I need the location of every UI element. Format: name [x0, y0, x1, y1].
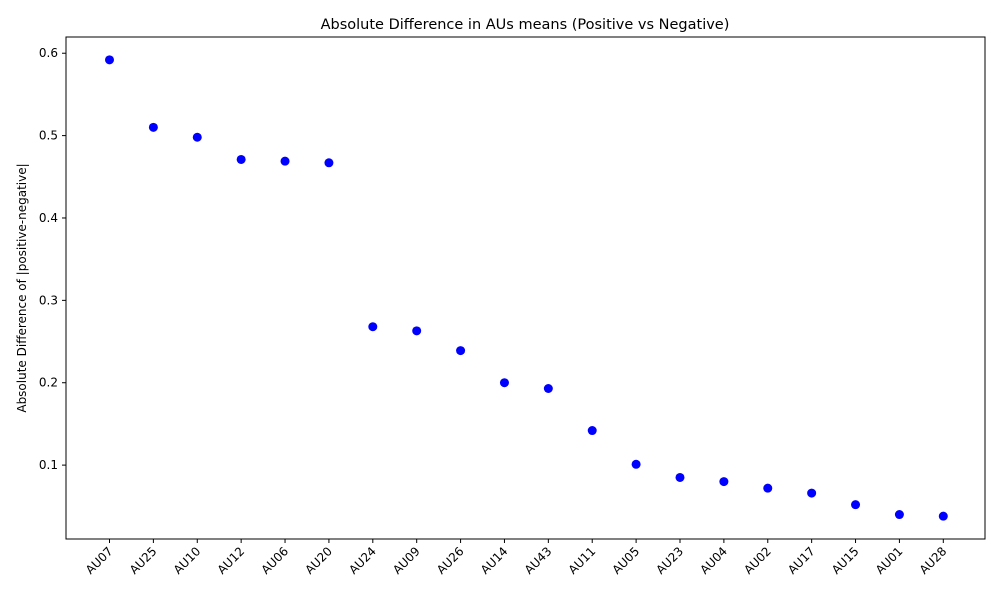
y-tick-label: 0.3 — [39, 293, 58, 307]
data-points — [105, 55, 948, 521]
data-point — [543, 383, 553, 393]
x-tick-label: AU28 — [917, 544, 950, 577]
x-tick-label: AU12 — [215, 544, 248, 577]
data-point — [587, 426, 597, 436]
x-tick-label: AU04 — [697, 544, 730, 577]
y-tick-label: 0.6 — [39, 46, 58, 60]
data-point — [236, 154, 246, 164]
data-point — [368, 322, 378, 332]
data-point — [105, 55, 114, 65]
data-point — [807, 488, 817, 498]
x-tick-label: AU24 — [346, 544, 379, 577]
data-point — [412, 326, 422, 336]
y-axis-label: Absolute Difference of |positive-negativ… — [15, 163, 29, 412]
x-tick-label: AU09 — [390, 544, 423, 577]
plot-area — [65, 36, 986, 540]
y-tick-label: 0.4 — [39, 211, 58, 225]
data-point — [851, 500, 861, 510]
y-tick-label: 0.2 — [39, 376, 58, 390]
x-axis: AU07 AU25 AU10 AU12 AU06 AU20 AU24 AU09 AU26 AU14… — [83, 539, 950, 577]
data-point — [938, 511, 948, 521]
x-tick-label: AU15 — [829, 544, 862, 577]
x-tick-label: AU20 — [302, 544, 335, 577]
x-tick-label: AU23 — [653, 544, 686, 577]
data-point — [280, 156, 290, 166]
x-tick-label: AU25 — [127, 544, 160, 577]
data-point — [192, 132, 202, 142]
data-point — [148, 122, 158, 132]
x-tick-label: AU43 — [522, 544, 555, 577]
x-tick-label: AU07 — [83, 544, 116, 577]
data-point — [675, 472, 685, 482]
x-tick-label: AU11 — [566, 544, 599, 577]
plot-frame — [65, 36, 986, 540]
x-tick-label: AU10 — [171, 544, 204, 577]
data-point — [894, 510, 904, 520]
x-tick-label: AU26 — [434, 544, 467, 577]
x-tick-label: AU17 — [785, 544, 818, 577]
data-point — [719, 477, 729, 487]
x-tick-label: AU05 — [610, 544, 643, 577]
data-point — [499, 378, 509, 388]
data-point — [324, 158, 334, 168]
chart-title: Absolute Difference in AUs means (Positi… — [321, 17, 730, 33]
y-axis: 0.1 0.2 0.3 0.4 0.5 0.6 — [39, 46, 66, 472]
x-tick-label: AU14 — [478, 544, 511, 577]
x-tick-label: AU02 — [741, 544, 774, 577]
data-point — [456, 346, 466, 356]
x-tick-label: AU06 — [258, 544, 291, 577]
data-point — [631, 459, 641, 469]
data-point — [763, 483, 773, 493]
y-tick-label: 0.5 — [39, 129, 58, 143]
x-tick-label: AU01 — [873, 544, 906, 577]
y-tick-label: 0.1 — [39, 458, 58, 472]
